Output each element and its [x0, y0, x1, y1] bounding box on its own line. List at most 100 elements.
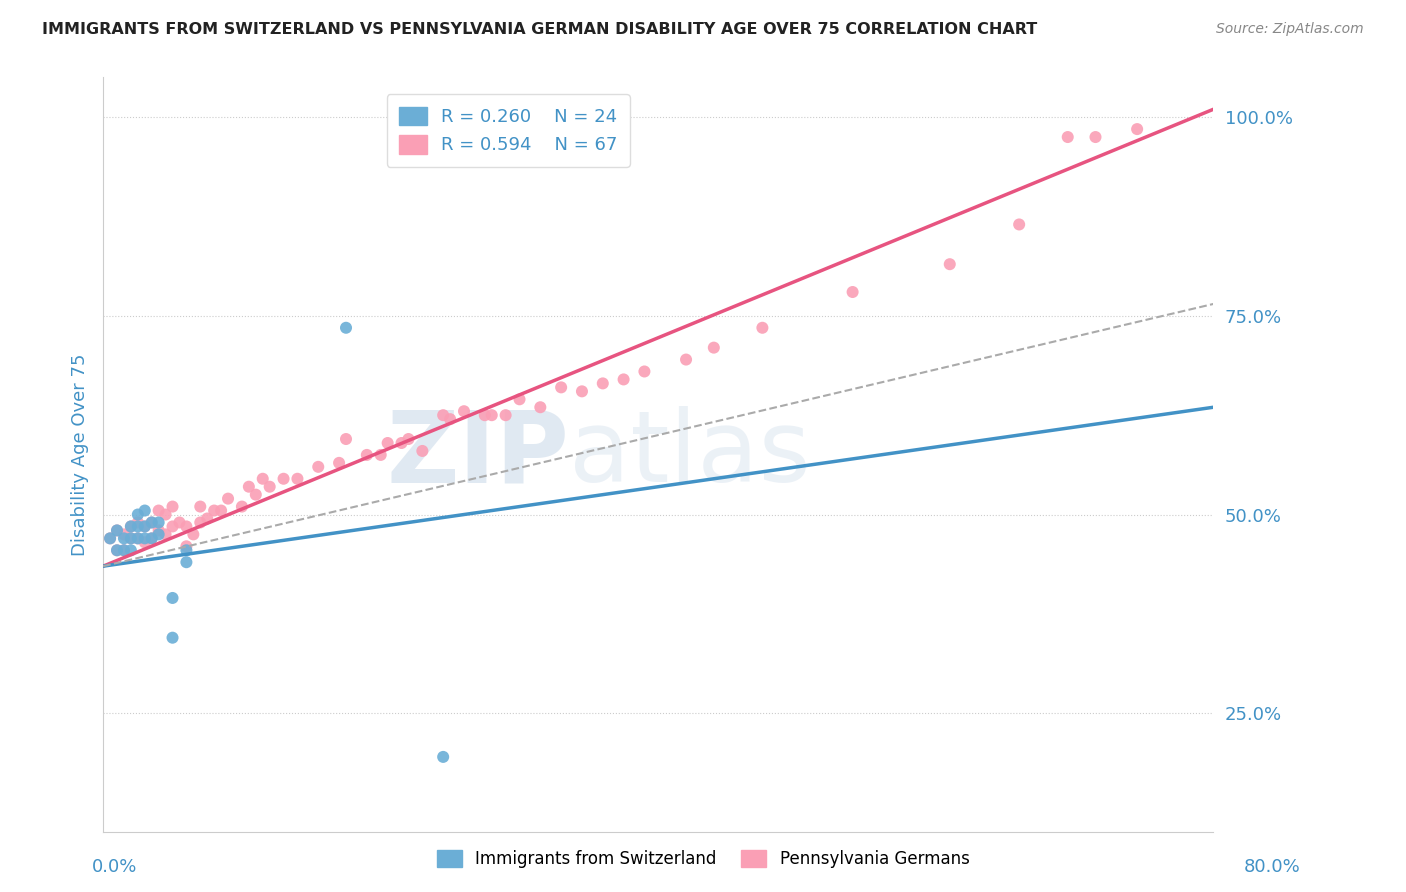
Point — [202, 503, 225, 517]
Point — [98, 532, 121, 546]
Point — [474, 408, 496, 422]
Point — [508, 392, 530, 407]
Point — [209, 503, 232, 517]
Point — [287, 472, 309, 486]
Point — [370, 448, 392, 462]
Point — [134, 519, 156, 533]
Point — [245, 488, 267, 502]
Point — [529, 401, 551, 415]
Point — [751, 320, 773, 334]
Text: 80.0%: 80.0% — [1244, 858, 1301, 876]
Point — [1084, 130, 1107, 145]
Point — [176, 519, 198, 533]
Point — [188, 516, 211, 530]
Legend: Immigrants from Switzerland, Pennsylvania Germans: Immigrants from Switzerland, Pennsylvani… — [429, 842, 977, 877]
Point — [335, 432, 357, 446]
Point — [120, 543, 142, 558]
Point — [939, 257, 962, 271]
Point — [273, 472, 295, 486]
Point — [1008, 218, 1031, 232]
Point — [148, 524, 170, 538]
Point — [112, 527, 135, 541]
Point — [134, 532, 156, 546]
Point — [127, 532, 149, 546]
Point — [195, 511, 218, 525]
Point — [169, 516, 191, 530]
Point — [112, 543, 135, 558]
Point — [391, 436, 413, 450]
Point — [112, 543, 135, 558]
Point — [148, 503, 170, 517]
Point — [112, 532, 135, 546]
Point — [377, 436, 399, 450]
Point — [703, 341, 725, 355]
Point — [335, 320, 357, 334]
Point — [162, 591, 184, 605]
Point — [155, 527, 177, 541]
Point — [481, 408, 503, 422]
Legend: R = 0.260    N = 24, R = 0.594    N = 67: R = 0.260 N = 24, R = 0.594 N = 67 — [387, 94, 630, 167]
Point — [259, 480, 281, 494]
Point — [675, 352, 697, 367]
Point — [148, 527, 170, 541]
Point — [550, 380, 572, 394]
Point — [141, 516, 163, 530]
Point — [1126, 122, 1149, 136]
Point — [231, 500, 253, 514]
Point — [188, 500, 211, 514]
Point — [120, 519, 142, 533]
Point — [155, 508, 177, 522]
Point — [252, 472, 274, 486]
Point — [120, 532, 142, 546]
Text: 0.0%: 0.0% — [91, 858, 136, 876]
Point — [148, 516, 170, 530]
Point — [183, 527, 205, 541]
Text: ZIP: ZIP — [387, 407, 569, 503]
Point — [307, 459, 329, 474]
Point — [432, 750, 454, 764]
Point — [217, 491, 239, 506]
Point — [141, 516, 163, 530]
Point — [134, 503, 156, 517]
Point — [127, 516, 149, 530]
Point — [134, 535, 156, 549]
Point — [841, 285, 863, 299]
Point — [120, 532, 142, 546]
Point — [398, 432, 420, 446]
Point — [162, 631, 184, 645]
Point — [176, 539, 198, 553]
Point — [105, 543, 128, 558]
Point — [356, 448, 378, 462]
Point — [495, 408, 517, 422]
Point — [127, 508, 149, 522]
Point — [328, 456, 350, 470]
Point — [120, 519, 142, 533]
Text: Source: ZipAtlas.com: Source: ZipAtlas.com — [1216, 22, 1364, 37]
Point — [613, 372, 636, 386]
Point — [105, 524, 128, 538]
Point — [98, 532, 121, 546]
Point — [571, 384, 593, 399]
Text: atlas: atlas — [569, 407, 811, 503]
Y-axis label: Disability Age Over 75: Disability Age Over 75 — [72, 353, 89, 557]
Point — [411, 444, 433, 458]
Point — [176, 555, 198, 569]
Point — [1056, 130, 1078, 145]
Point — [176, 543, 198, 558]
Point — [141, 532, 163, 546]
Point — [105, 524, 128, 538]
Point — [439, 412, 461, 426]
Text: IMMIGRANTS FROM SWITZERLAND VS PENNSYLVANIA GERMAN DISABILITY AGE OVER 75 CORREL: IMMIGRANTS FROM SWITZERLAND VS PENNSYLVA… — [42, 22, 1038, 37]
Point — [453, 404, 475, 418]
Point — [141, 532, 163, 546]
Point — [633, 364, 655, 378]
Point — [432, 408, 454, 422]
Point — [127, 519, 149, 533]
Point — [238, 480, 260, 494]
Point — [134, 519, 156, 533]
Point — [162, 519, 184, 533]
Point — [127, 532, 149, 546]
Point — [105, 543, 128, 558]
Point — [162, 500, 184, 514]
Point — [592, 376, 614, 391]
